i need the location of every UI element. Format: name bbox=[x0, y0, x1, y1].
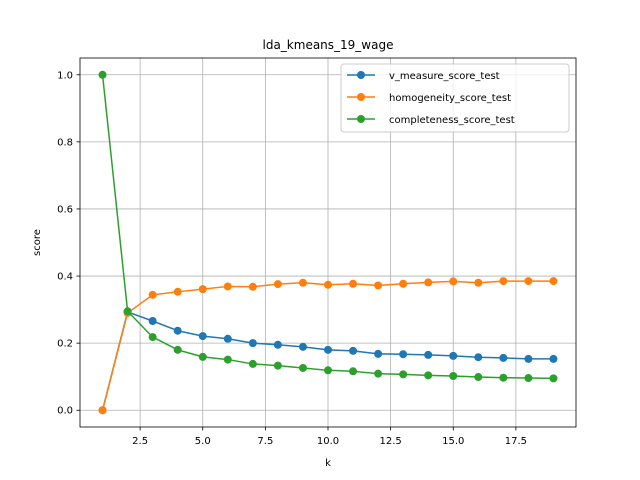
data-point bbox=[98, 70, 107, 79]
x-tick-label: 5.0 bbox=[195, 436, 211, 447]
data-point bbox=[273, 361, 282, 370]
data-point bbox=[499, 353, 508, 362]
data-point bbox=[198, 285, 207, 294]
legend-label: completeness_score_test bbox=[389, 115, 515, 126]
data-point bbox=[374, 349, 383, 358]
data-point bbox=[349, 279, 358, 288]
data-point bbox=[499, 373, 508, 382]
x-axis-ticks: 2.5 5.0 7.5 10.0 12.5 15.0 17.5 bbox=[132, 427, 527, 447]
data-point bbox=[173, 345, 182, 354]
data-point bbox=[474, 278, 483, 287]
data-point bbox=[123, 307, 132, 316]
data-point bbox=[198, 352, 207, 361]
series-completeness_score_test bbox=[98, 70, 558, 383]
legend-entry: homogeneity_score_test bbox=[347, 93, 511, 104]
x-tick-label: 2.5 bbox=[132, 436, 148, 447]
data-point bbox=[474, 353, 483, 362]
data-point bbox=[223, 334, 232, 343]
data-point bbox=[449, 372, 458, 381]
data-point bbox=[248, 359, 257, 368]
x-tick-label: 10.0 bbox=[317, 436, 339, 447]
y-tick-label: 0.0 bbox=[57, 406, 73, 417]
data-point bbox=[248, 282, 257, 291]
y-tick-label: 0.4 bbox=[57, 272, 73, 283]
data-point bbox=[524, 374, 533, 383]
y-tick-label: 0.8 bbox=[57, 137, 73, 148]
legend-marker bbox=[357, 71, 365, 79]
legend-entry: completeness_score_test bbox=[347, 115, 515, 126]
data-point bbox=[499, 277, 508, 286]
data-point bbox=[248, 339, 257, 348]
data-point bbox=[424, 278, 433, 287]
legend-marker bbox=[357, 93, 365, 101]
series-homogeneity_score_test bbox=[98, 277, 558, 415]
x-axis-label: k bbox=[325, 458, 331, 469]
data-point bbox=[98, 406, 107, 415]
data-point bbox=[549, 277, 558, 286]
data-point bbox=[223, 355, 232, 364]
legend: v_measure_score_test homogeneity_score_te… bbox=[340, 63, 570, 133]
x-tick-label: 17.5 bbox=[505, 436, 527, 447]
data-point bbox=[324, 280, 332, 289]
data-point bbox=[424, 371, 433, 380]
data-point bbox=[399, 350, 408, 359]
data-point bbox=[273, 280, 282, 289]
data-point bbox=[148, 317, 157, 325]
y-axis-label: score bbox=[32, 229, 43, 256]
data-point bbox=[524, 354, 533, 363]
y-tick-label: 0.6 bbox=[57, 204, 73, 215]
data-point bbox=[273, 340, 282, 349]
data-point bbox=[349, 346, 358, 355]
data-point bbox=[399, 370, 408, 379]
data-point bbox=[474, 373, 483, 382]
data-point bbox=[324, 345, 332, 354]
data-point bbox=[223, 282, 232, 291]
data-point bbox=[449, 277, 458, 286]
data-point bbox=[148, 290, 157, 299]
legend-label: homogeneity_score_test bbox=[389, 93, 511, 104]
x-tick-label: 15.0 bbox=[442, 436, 464, 447]
data-point bbox=[298, 278, 307, 287]
data-point bbox=[324, 366, 332, 375]
data-point bbox=[374, 369, 383, 378]
data-point bbox=[449, 351, 458, 360]
data-point bbox=[198, 332, 207, 341]
data-point bbox=[549, 374, 558, 383]
data-point bbox=[524, 277, 533, 286]
grid-lines bbox=[80, 58, 576, 427]
y-tick-label: 0.2 bbox=[57, 339, 73, 350]
legend-box bbox=[340, 63, 570, 133]
data-point bbox=[349, 367, 358, 376]
legend-label: v_measure_score_test bbox=[389, 71, 500, 82]
chart-title: lda_kmeans_19_wage bbox=[263, 38, 394, 52]
x-tick-label: 7.5 bbox=[257, 436, 273, 447]
y-axis-ticks: 0.0 0.2 0.4 0.6 0.8 1.0 bbox=[57, 70, 80, 417]
data-point bbox=[148, 333, 157, 342]
data-point bbox=[399, 279, 408, 288]
data-point bbox=[298, 342, 307, 351]
data-point bbox=[173, 326, 182, 335]
x-tick-label: 12.5 bbox=[379, 436, 401, 447]
legend-entry: v_measure_score_test bbox=[347, 71, 500, 82]
data-point bbox=[298, 363, 307, 372]
y-tick-label: 1.0 bbox=[57, 70, 73, 81]
legend-marker bbox=[357, 115, 365, 123]
data-point bbox=[374, 281, 383, 290]
data-point bbox=[424, 350, 433, 359]
data-point bbox=[549, 354, 558, 363]
data-point bbox=[173, 287, 182, 296]
series-layer bbox=[98, 70, 558, 415]
